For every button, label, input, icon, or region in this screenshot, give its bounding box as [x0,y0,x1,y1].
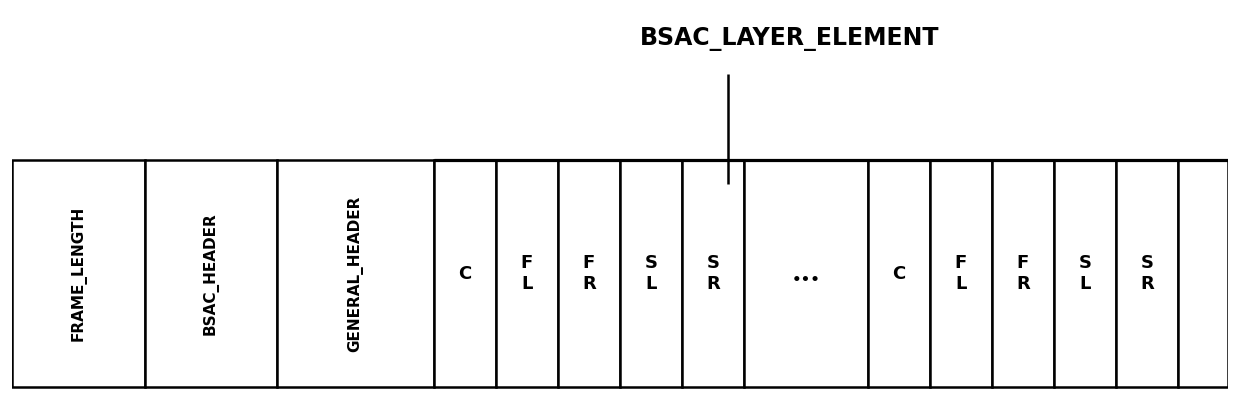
Text: BSAC_LAYER_ELEMENT: BSAC_LAYER_ELEMENT [640,27,939,51]
Text: C: C [459,265,471,283]
Bar [1054,160,1116,387]
Text: F
L: F L [521,255,533,293]
Text: GENERAL_HEADER: GENERAL_HEADER [347,196,363,352]
Bar [12,160,145,387]
Text: S
L: S L [1079,255,1091,293]
Text: F
R: F R [582,255,596,293]
Text: BSAC_HEADER: BSAC_HEADER [203,212,218,335]
Text: S
R: S R [706,255,720,293]
Text: S
L: S L [645,255,657,293]
Bar [992,160,1054,387]
Text: F
R: F R [1016,255,1030,293]
Text: ...: ... [791,260,821,287]
Bar [744,160,868,387]
Bar [1178,160,1228,387]
Bar [682,160,744,387]
Text: F
L: F L [955,255,967,293]
Bar [145,160,277,387]
Bar [277,160,434,387]
Text: C: C [893,265,905,283]
Text: FRAME_LENGTH: FRAME_LENGTH [71,206,87,342]
Bar [620,160,682,387]
Text: S
R: S R [1140,255,1154,293]
Bar [1116,160,1178,387]
Bar [868,160,930,387]
Bar [558,160,620,387]
Bar [496,160,558,387]
Bar [434,160,496,387]
Bar [930,160,992,387]
